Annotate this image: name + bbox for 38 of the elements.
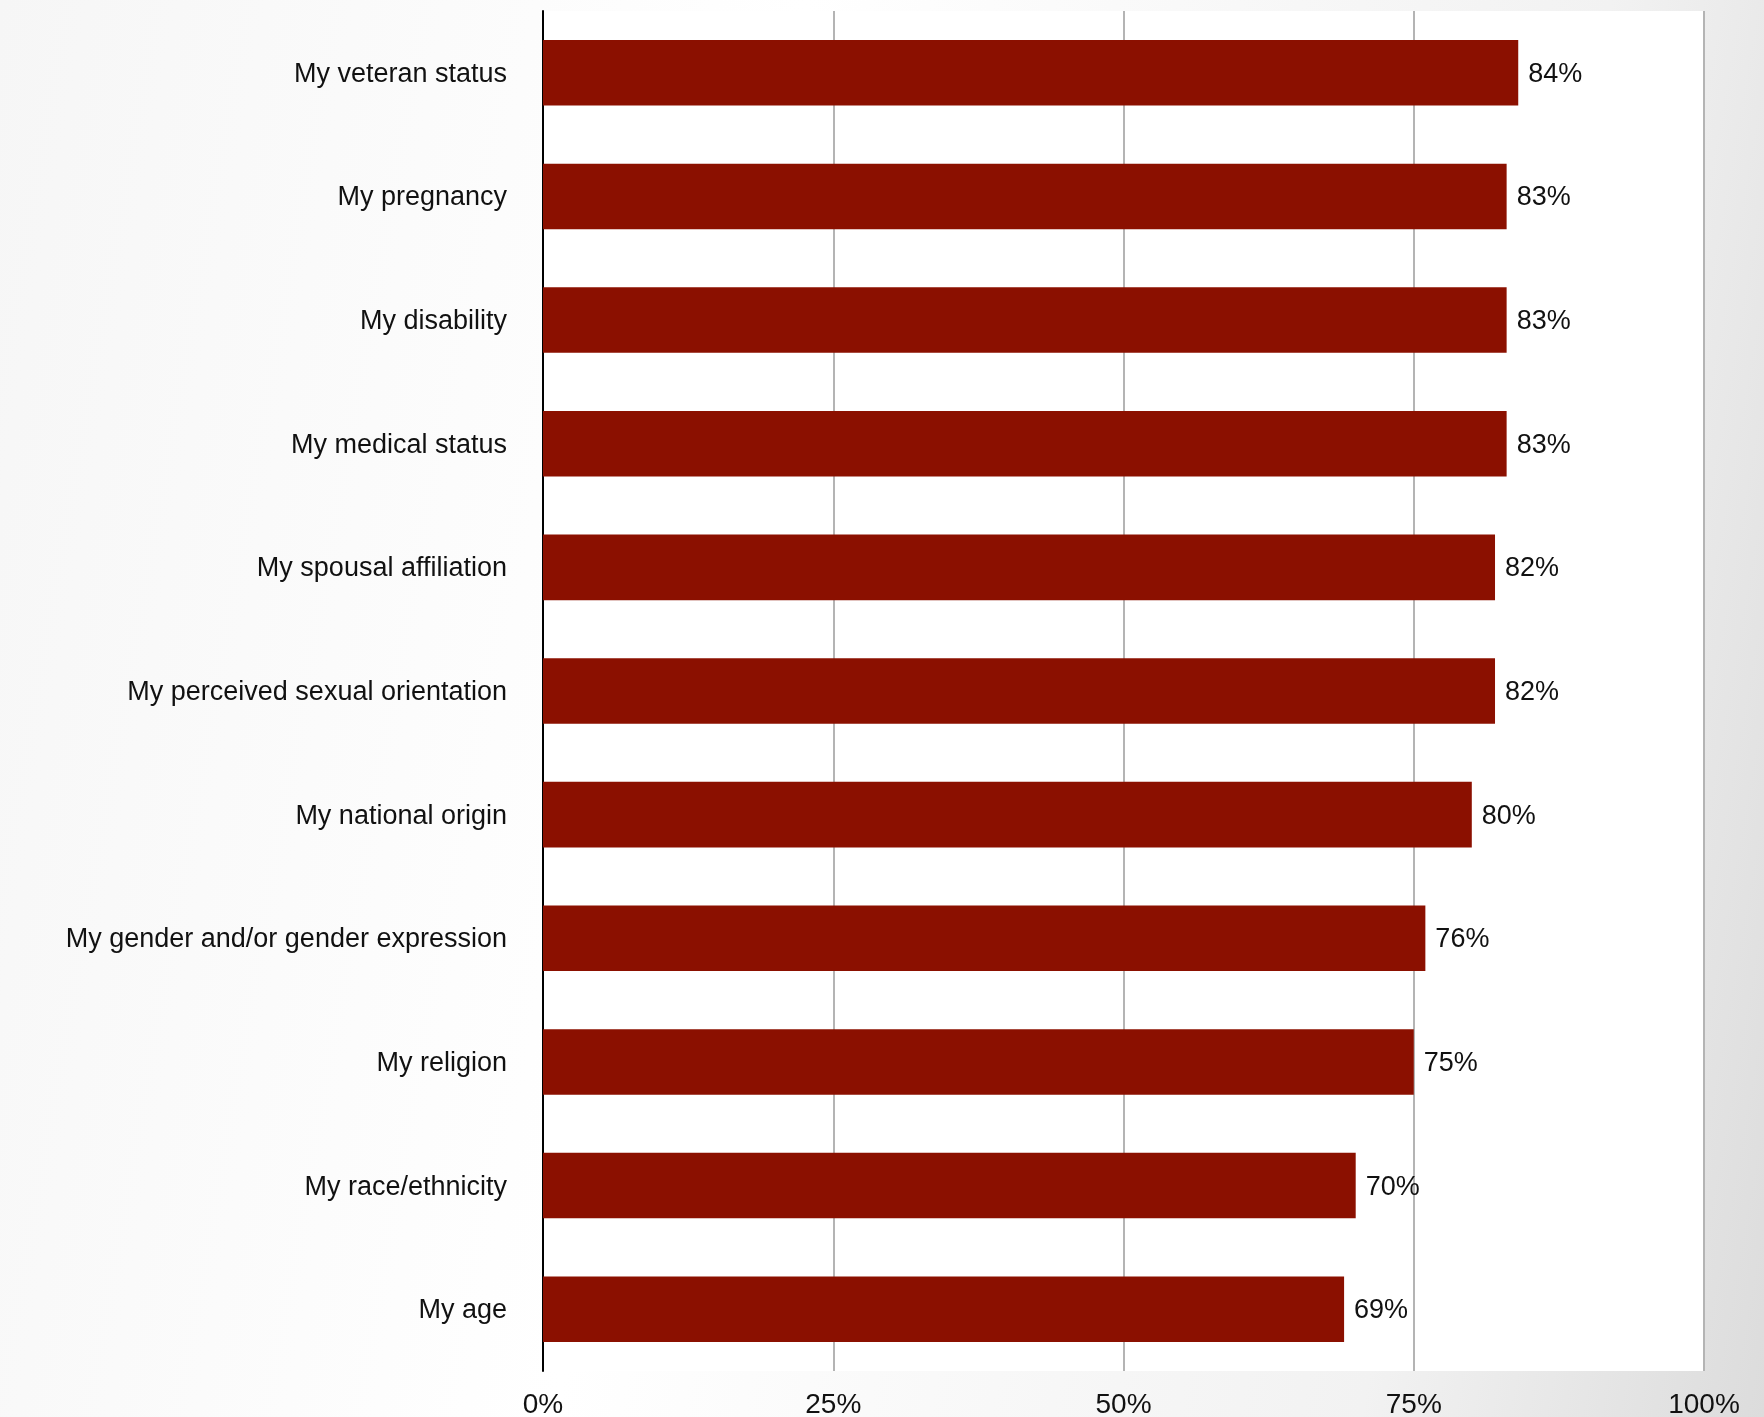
bar — [543, 163, 1507, 230]
data-label: 70% — [1365, 1170, 1420, 1201]
bar — [543, 410, 1507, 477]
bar — [543, 658, 1496, 724]
bar — [543, 1029, 1414, 1095]
y-tick-label: My veteran status — [293, 57, 507, 88]
y-tick-label: My gender and/or gender expression — [65, 923, 507, 954]
bar — [543, 1152, 1356, 1219]
data-label: 83% — [1516, 181, 1571, 212]
x-tick-label: 50% — [1095, 1387, 1152, 1417]
data-label: 82% — [1505, 552, 1560, 583]
bar — [543, 534, 1496, 601]
data-label: 84% — [1528, 57, 1583, 88]
y-tick-label: My pregnancy — [337, 181, 508, 212]
data-label: 83% — [1516, 305, 1571, 336]
data-label: 82% — [1505, 676, 1560, 706]
y-tick-label: My national origin — [295, 799, 507, 830]
bar — [543, 905, 1426, 972]
y-tick-label: My disability — [359, 305, 508, 336]
y-tick-label: My religion — [376, 1046, 507, 1077]
y-tick-label: My perceived sexual orientation — [127, 676, 507, 706]
bar — [543, 1276, 1345, 1342]
bar — [543, 40, 1519, 106]
y-tick-label: My race/ethnicity — [304, 1170, 508, 1201]
data-label: 75% — [1423, 1046, 1478, 1077]
x-tick-label: 25% — [805, 1387, 862, 1417]
y-tick-label: My medical status — [290, 428, 507, 459]
bar — [543, 287, 1507, 353]
data-label: 69% — [1354, 1294, 1409, 1325]
data-label: 76% — [1435, 923, 1490, 954]
data-label: 83% — [1516, 428, 1571, 459]
bar — [543, 781, 1472, 848]
data-label: 80% — [1481, 799, 1536, 830]
x-tick-label: 75% — [1385, 1387, 1442, 1417]
y-tick-label: My spousal affiliation — [256, 552, 507, 583]
x-tick-label: 0% — [522, 1387, 564, 1417]
x-tick-label: 100% — [1668, 1387, 1740, 1417]
y-tick-label: My age — [418, 1294, 507, 1325]
